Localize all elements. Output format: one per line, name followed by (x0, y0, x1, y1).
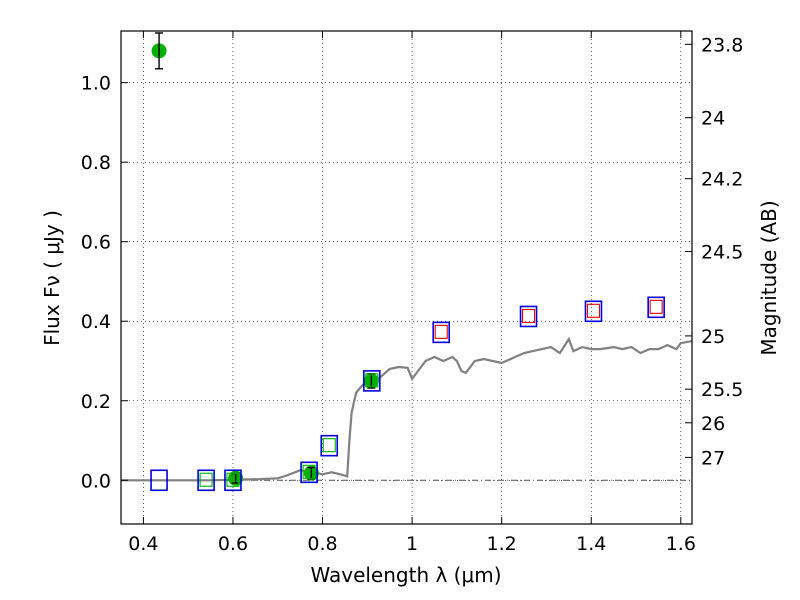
model-band-square (224, 469, 242, 492)
model-band-square (584, 300, 603, 323)
inner-green-square (226, 472, 240, 487)
tick-layer: 0.4 0.6 0.8 1 1.2 1.4 1.6 0.0 0.2 0.4 0.6 0.8 1.0 23.… (81, 31, 743, 555)
y2-tick-label: 24.2 (701, 169, 743, 191)
inner-red-square (649, 299, 663, 314)
y2-tick-label: 26 (701, 413, 725, 435)
x-tick-label: 1.6 (666, 533, 696, 555)
model-band-square (150, 469, 168, 492)
model-band-square (320, 434, 339, 457)
x-tick-label: 0.8 (307, 533, 337, 555)
inner-red-square (521, 308, 536, 324)
x-tick-label: 1.4 (576, 533, 606, 555)
x-tick-label: 0.6 (218, 533, 248, 555)
inner-green-square (199, 472, 213, 487)
y-tick-label: 0.4 (81, 311, 111, 333)
y2-tick-label: 24.5 (701, 241, 743, 263)
model-band-square (432, 321, 451, 344)
y2-tick-label: 25 (701, 326, 725, 348)
y2-tick-label: 25.5 (701, 379, 743, 401)
plot-frame (120, 30, 693, 525)
x-axis-label: Wavelength λ (μm) (310, 563, 501, 587)
x-tick-label: 1.2 (487, 533, 517, 555)
y2-tick-label: 27 (701, 447, 725, 469)
x-tick-label: 0.4 (128, 533, 158, 555)
y2-tick-label: 24 (701, 108, 725, 130)
y2-axis-label: Magnitude (AB) (757, 200, 781, 355)
y-tick-label: 0.6 (81, 232, 111, 254)
inner-green-square (365, 373, 379, 388)
inner-green-square (302, 464, 316, 479)
y-tick-label: 1.0 (81, 73, 111, 95)
y2-tick-label: 23.8 (701, 34, 743, 56)
y-axis-label: Flux Fν ( μJy ) (40, 210, 64, 346)
x-tick-label: 1 (406, 533, 418, 555)
inner-red-square (434, 324, 448, 339)
model-sed-line (121, 336, 693, 482)
model-band-square (300, 461, 318, 484)
model-band-square (647, 296, 665, 319)
y-tick-label: 0.2 (81, 391, 111, 413)
y-tick-label: 0.0 (81, 470, 111, 492)
y-tick-label: 0.8 (81, 152, 111, 174)
model-band-square (197, 469, 215, 492)
model-band-square (362, 370, 381, 392)
series-layer (121, 32, 693, 492)
inner-green-square (322, 438, 336, 453)
inner-red-square (586, 303, 601, 318)
model-band-square (519, 305, 538, 328)
